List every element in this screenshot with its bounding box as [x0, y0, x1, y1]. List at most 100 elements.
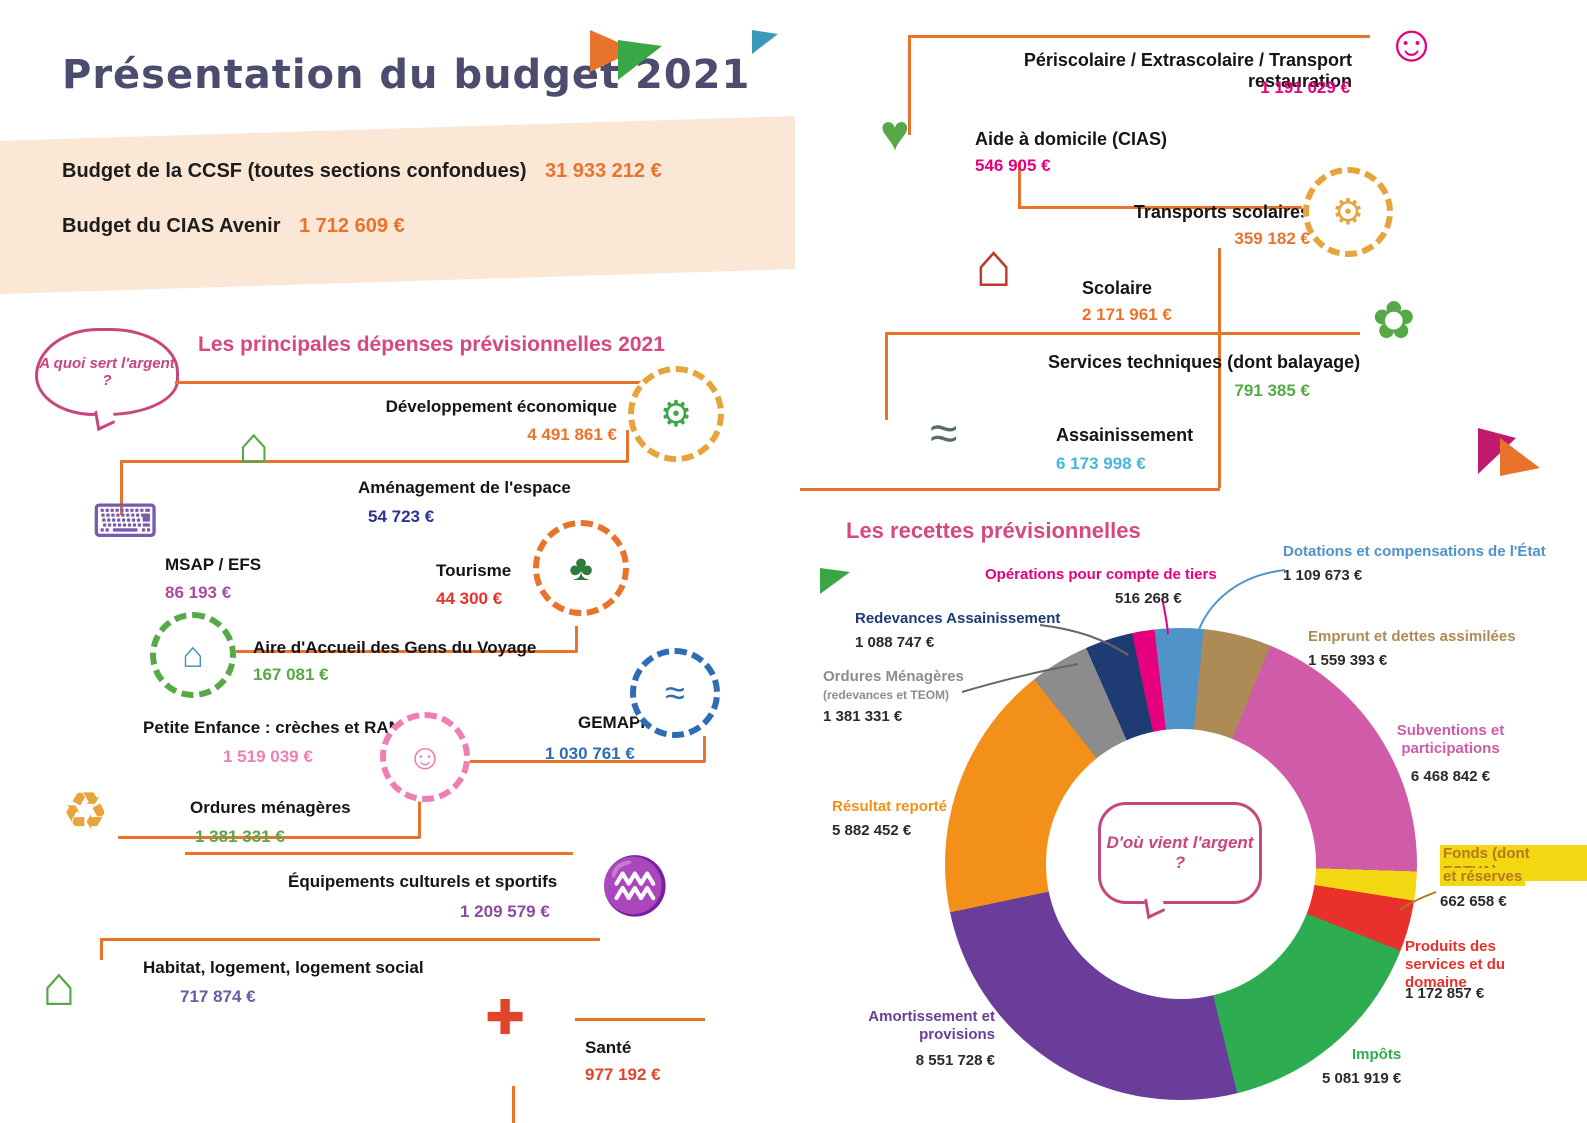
revenue-amortissement-value: 8 551 728 €	[915, 1052, 995, 1069]
connector-segment	[120, 460, 628, 463]
health-doctors-icon: ✚	[485, 992, 526, 1045]
expense-assainissement-label: Assainissement	[1056, 425, 1194, 445]
expense-developpement-value: 4 491 861 €	[527, 425, 617, 444]
expenses-heading: Les principales dépenses prévisionnelles…	[198, 333, 665, 356]
revenue-fonds-sublabel: et réserves	[1440, 868, 1526, 886]
connector-segment	[118, 836, 420, 839]
connector-segment	[885, 332, 888, 420]
budget-cias-line: Budget du CIAS Avenir 1 712 609 €	[62, 215, 405, 238]
expense-sante-value: 977 192 €	[585, 1065, 661, 1084]
budget-ccsf-line: Budget de la CCSF (toutes sections confo…	[62, 160, 662, 183]
callout-arrows	[961, 569, 1437, 911]
budget-cias-label: Budget du CIAS Avenir	[62, 215, 281, 237]
connector-segment	[800, 488, 1220, 491]
houses-icon: ⌂	[42, 954, 76, 1017]
expense-aide-domicile-value: 546 905 €	[975, 156, 1051, 175]
expense-equipements-value: 1 209 579 €	[460, 902, 550, 921]
school-building-icon: ⌂	[975, 231, 1013, 300]
expense-gemapi-value: 1 030 761 €	[545, 744, 635, 763]
connector-segment	[185, 852, 573, 855]
revenue-redevances-label: Redevances Assainissement	[855, 610, 1061, 627]
revenue-impots-value: 5 081 919 €	[1322, 1070, 1402, 1087]
garbage-truck-icon: ♻	[62, 783, 109, 841]
expense-scolaire-label: Scolaire	[1082, 278, 1153, 298]
revenues-heading: Les recettes prévisionnelles	[846, 518, 1141, 543]
revenue-subventions-label: Subventions et participations	[1396, 722, 1505, 757]
revenue-amortissement-label: Amortissement et provisions	[868, 1008, 995, 1043]
revenue-fonds-value: 662 658 €	[1440, 893, 1507, 910]
budget-ccsf-value: 31 933 212 €	[544, 160, 662, 182]
connector-segment	[626, 430, 629, 462]
expense-aire-accueil-label: Aire d'Accueil des Gens du Voyage	[253, 638, 537, 657]
revenue-ordures-value: 1 381 331 €	[823, 708, 903, 725]
expense-tourisme-label: Tourisme	[436, 561, 512, 580]
expense-aide-domicile-label: Aide à domicile (CIAS)	[975, 129, 1168, 149]
revenue-resultat-value: 5 882 452 €	[832, 822, 912, 839]
expense-services-techniques-value: 791 385 €	[1234, 381, 1310, 400]
revenue-operations-value: 516 268 €	[1115, 590, 1182, 607]
revenues-speech-bubble: D'où vient l'argent ?	[1098, 802, 1262, 904]
connector-segment	[100, 938, 103, 960]
revenue-dotations-value: 1 109 673 €	[1283, 567, 1363, 584]
connector-segment	[120, 460, 123, 515]
budget-cias-value: 1 712 609 €	[298, 215, 405, 237]
expense-amenagement-label: Aménagement de l'espace	[358, 478, 571, 497]
expense-msap-label: MSAP / EFS	[165, 555, 262, 574]
connector-segment	[236, 650, 577, 653]
kids-playing-icon: ☺	[1385, 15, 1439, 73]
couple-walking-icon: ♥	[880, 105, 910, 161]
connector-segment	[1218, 248, 1221, 488]
expense-scolaire-value: 2 171 961 €	[1082, 305, 1172, 324]
gardener-icon: ✿	[1372, 292, 1416, 350]
decor-teal-arrow-icon	[752, 30, 778, 54]
housing-area-icon: ⌂	[238, 417, 270, 475]
expense-transports-label: Transports scolaires	[1133, 202, 1310, 222]
expense-habitat-label: Habitat, logement, logement social	[143, 958, 424, 977]
revenue-produits-label: Produits des services et du domaine	[1405, 938, 1506, 991]
revenue-dotations-label: Dotations et compensations de l'État	[1283, 543, 1546, 560]
decor-green-arrow-icon	[618, 40, 662, 80]
expense-petite-enfance-label: Petite Enfance : crèches et RAM	[143, 718, 403, 737]
connector-segment	[1018, 162, 1021, 208]
expense-habitat-value: 717 874 €	[180, 987, 256, 1006]
expense-gemapi-label: GEMAPI	[578, 713, 646, 732]
expense-petite-enfance-value: 1 519 039 €	[223, 747, 313, 766]
revenue-emprunt-label: Emprunt et dettes assimilées	[1308, 628, 1516, 645]
connector-segment	[100, 938, 600, 941]
school-bus-gear-icon: ⚙	[1303, 167, 1393, 257]
childcare-gear-icon: ☺	[380, 712, 470, 802]
revenue-produits-value: 1 172 857 €	[1405, 985, 1485, 1002]
budget-banner	[0, 116, 795, 294]
decor-green-arrow2-icon	[820, 568, 850, 594]
revenue-ordures-label: Ordures Ménagères	[823, 668, 964, 685]
expense-aire-accueil-value: 167 081 €	[253, 665, 329, 684]
decor-orange-arrow2-icon	[1500, 438, 1540, 476]
connector-segment	[175, 381, 645, 384]
revenue-subventions-value: 6 468 842 €	[1410, 768, 1491, 785]
expense-equipements-label: Équipements culturels et sportifs	[288, 872, 558, 891]
expense-tourisme-value: 44 300 €	[436, 589, 503, 608]
treatment-plant-icon: ≈	[930, 405, 958, 461]
expense-developpement-label: Développement économique	[385, 397, 617, 416]
expense-assainissement-value: 6 173 998 €	[1056, 454, 1146, 473]
expense-services-techniques-label: Services techniques (dont balayage)	[1048, 352, 1361, 372]
expense-amenagement-value: 54 723 €	[368, 507, 435, 526]
tourism-forest-gear-icon: ♣	[533, 520, 629, 616]
revenue-redevances-value: 1 088 747 €	[855, 634, 935, 651]
revenue-emprunt-value: 1 559 393 €	[1308, 652, 1388, 669]
gemapi-forest-gear-icon: ≈	[630, 648, 720, 738]
budget-ccsf-label: Budget de la CCSF (toutes sections confo…	[62, 160, 527, 182]
expense-transports-value: 359 182 €	[1234, 229, 1310, 248]
expense-ordures-value: 1 381 331 €	[195, 827, 285, 846]
revenue-operations-label: Opérations pour compte de tiers	[985, 566, 1217, 583]
connector-segment	[418, 800, 421, 838]
connector-segment	[908, 35, 911, 135]
expense-msap-value: 86 193 €	[165, 583, 232, 602]
revenue-impots-label: Impôts	[1352, 1046, 1402, 1063]
expense-periscolaire-label: Périscolaire / Extrascolaire / Transport…	[1023, 50, 1352, 91]
expense-sante-label: Santé	[585, 1038, 632, 1057]
caravan-gear-icon: ⌂	[150, 612, 236, 698]
expense-periscolaire-value: 1 191 029 €	[1260, 78, 1350, 97]
msap-laptop-icon: ⌨	[92, 495, 159, 547]
